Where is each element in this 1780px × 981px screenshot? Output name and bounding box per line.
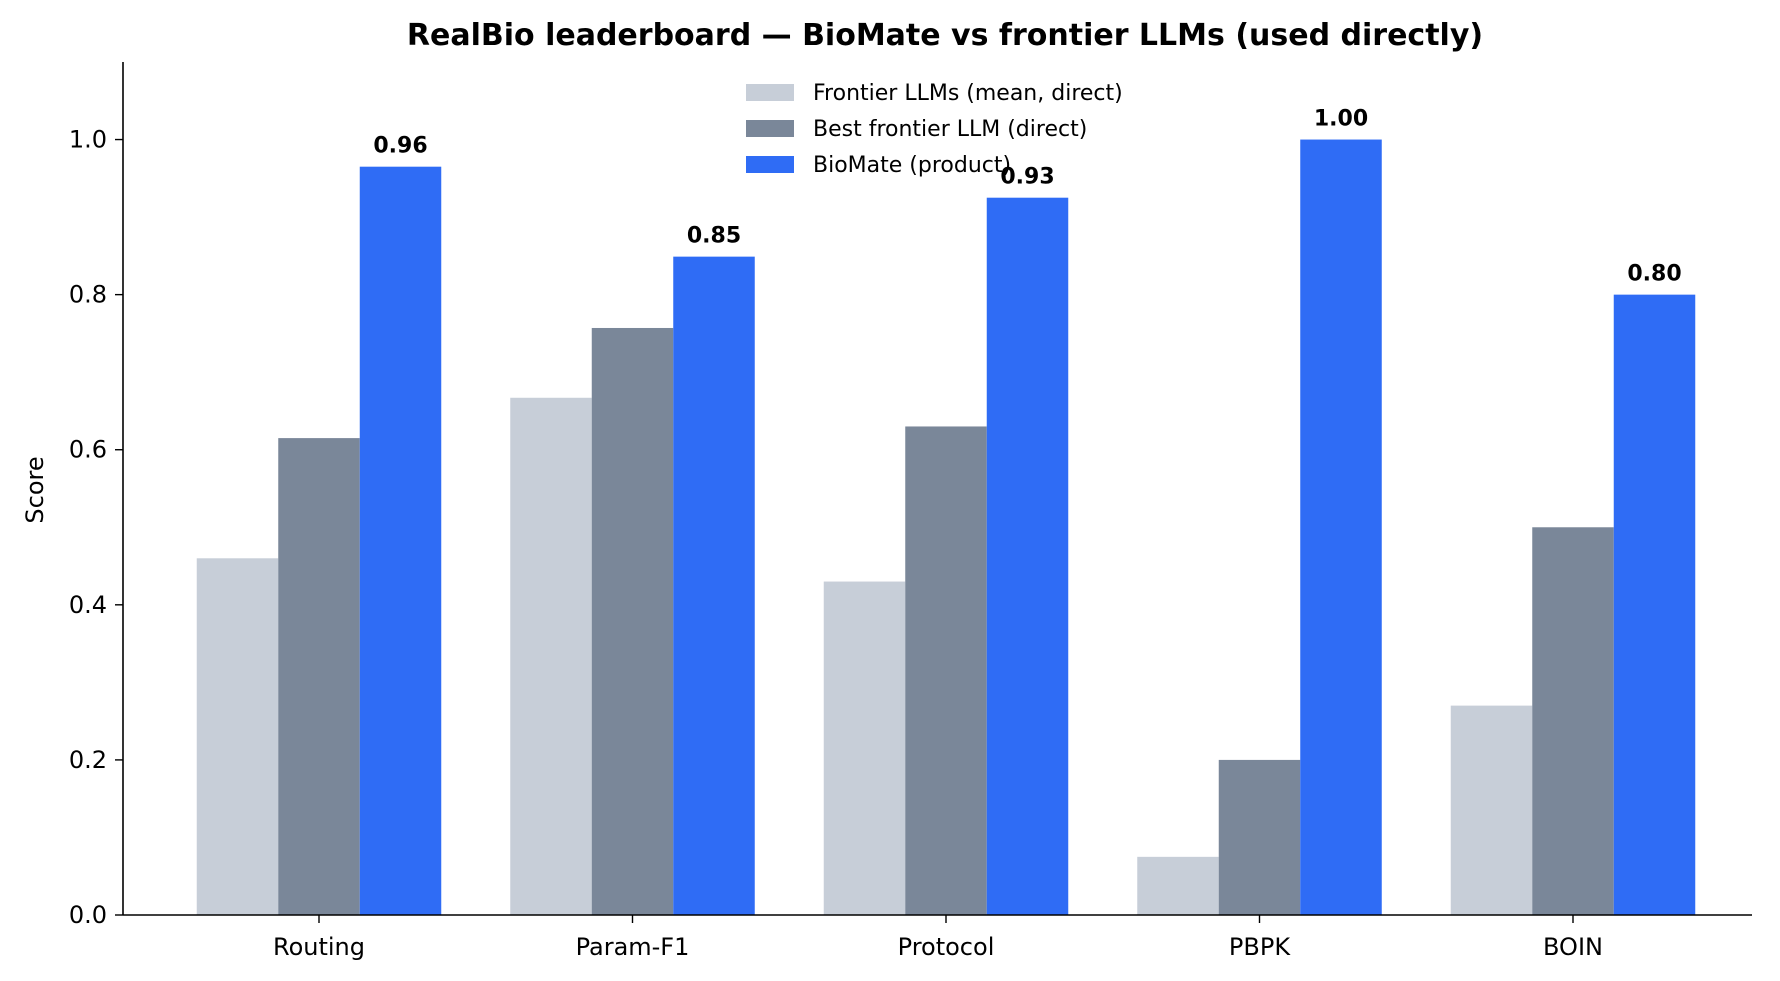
legend-label: Frontier LLMs (mean, direct)	[813, 81, 1123, 106]
bar-series-1-protocol	[823, 581, 906, 915]
y-tick-label: 0.0	[69, 901, 107, 929]
legend-swatch	[746, 84, 794, 101]
bars-layer	[196, 139, 1696, 916]
legend: Frontier LLMs (mean, direct) Best frontie…	[746, 81, 1123, 178]
x-tick-label: PBPK	[1229, 933, 1291, 961]
bar-value-label-param-f1: 0.85	[687, 224, 741, 249]
bar-value-label-protocol: 0.93	[1000, 165, 1054, 190]
y-tick-label: 0.6	[69, 436, 107, 464]
legend-label: BioMate (product)	[813, 153, 1011, 178]
bar-series-1-boin	[1450, 705, 1533, 915]
bar-series-1-param-f1	[510, 397, 592, 915]
bar-series-3-boin	[1613, 294, 1696, 915]
x-tick-label: Routing	[273, 933, 365, 961]
legend-item-3: BioMate (product)	[746, 153, 1011, 178]
legend-swatch	[746, 156, 794, 173]
bar-series-2-protocol	[905, 426, 987, 915]
y-tick-label: 0.8	[69, 281, 107, 309]
bar-series-3-pbpk	[1300, 139, 1382, 916]
x-tick-label: Protocol	[898, 933, 995, 961]
y-axis-label: Score	[21, 456, 49, 523]
y-tick-label: 1.0	[69, 126, 107, 154]
bar-value-label-pbpk: 1.00	[1314, 107, 1368, 132]
bar-series-1-routing	[196, 558, 279, 915]
legend-item-2: Best frontier LLM (direct)	[746, 117, 1087, 142]
legend-item-1: Frontier LLMs (mean, direct)	[746, 81, 1123, 106]
bar-series-3-protocol	[986, 197, 1069, 915]
bar-series-1-pbpk	[1137, 856, 1219, 915]
bar-series-2-boin	[1532, 527, 1614, 915]
bar-series-3-param-f1	[673, 256, 755, 915]
y-tick-label: 0.4	[69, 591, 107, 619]
y-tick-label: 0.2	[69, 746, 107, 774]
bar-series-2-param-f1	[591, 327, 674, 916]
bar-series-2-routing	[278, 438, 360, 915]
chart-title: RealBio leaderboard — BioMate vs frontie…	[407, 18, 1483, 53]
axes-layer: 0.0 0.2 0.4 0.6 0.8 1.0 Routing Param-F1 Protoco…	[69, 62, 1752, 961]
legend-label: Best frontier LLM (direct)	[813, 117, 1087, 142]
x-tick-label: BOIN	[1543, 933, 1603, 961]
x-tick-label: Param-F1	[576, 933, 690, 961]
bar-series-2-pbpk	[1218, 759, 1301, 915]
legend-swatch	[746, 120, 794, 137]
bar-series-3-routing	[359, 166, 442, 915]
value-labels-layer: 0.96 0.85 0.93 1.00 0.80	[373, 107, 1681, 287]
bar-value-label-boin: 0.80	[1627, 262, 1681, 287]
bar-value-label-routing: 0.96	[373, 134, 427, 159]
